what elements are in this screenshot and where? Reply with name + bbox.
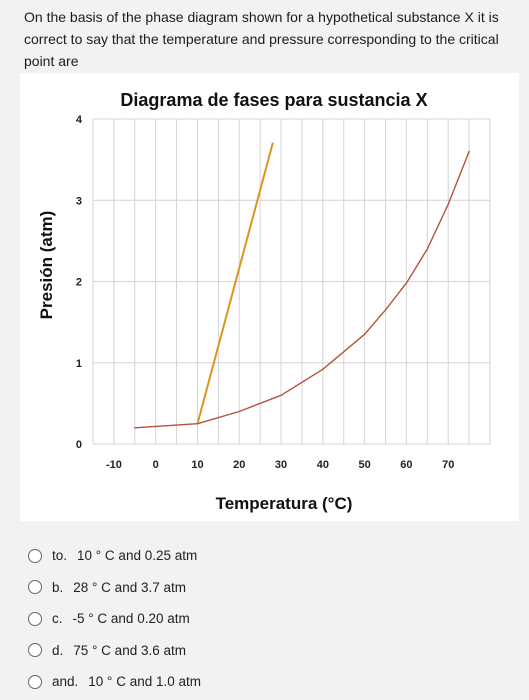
question-text: On the basis of the phase diagram shown … [24,9,499,69]
x-axis-label: Temperatura (°C) [216,494,353,513]
x-tick-label: 40 [317,459,329,471]
option-text: 10 ° C and 0.25 atm [77,548,198,564]
option-e[interactable]: and. 10 ° C and 1.0 atm [28,666,508,698]
radio-button[interactable] [28,580,42,595]
option-a[interactable]: to. 10 ° C and 0.25 atm [28,540,508,572]
y-tick-label: 3 [76,195,82,207]
x-tick-label: 70 [442,459,454,471]
x-tick-label: 60 [400,459,412,471]
y-tick-label: 0 [76,439,82,451]
y-tick-label: 4 [76,114,83,126]
option-letter: b. [52,579,64,595]
option-text: 75 ° C and 3.6 atm [73,642,186,658]
x-tick-label: 0 [153,459,159,471]
y-tick-label: 1 [76,358,82,370]
option-text: 10 ° C and 1.0 atm [88,674,201,690]
option-c[interactable]: c. -5 ° C and 0.20 atm [28,603,508,635]
y-tick-label: 2 [76,277,82,289]
answer-options: to. 10 ° C and 0.25 atm b. 28 ° C and 3.… [28,540,508,698]
x-tick-label: 10 [191,459,203,471]
x-tick-label: 20 [233,459,245,471]
option-letter: to. [52,548,68,564]
chart-svg: Diagrama de fases para sustancia X-10 0 10… [37,90,491,513]
chart-title: Diagrama de fases para sustancia X [120,90,427,110]
option-b[interactable]: b. 28 ° C and 3.7 atm [28,572,508,604]
option-letter: c. [52,611,63,627]
solid-liquid-line [196,142,274,425]
vaporization-curve [134,150,470,429]
phase-diagram-chart: Diagrama de fases para sustancia X -10 0 10… [20,73,519,521]
radio-button[interactable] [28,674,42,689]
radio-button[interactable] [28,548,42,563]
y-axis-label: Presión (atm) [37,211,56,320]
radio-button[interactable] [28,611,42,626]
option-d[interactable]: d. 75 ° C and 3.6 atm [28,635,508,667]
x-tick-label: 30 [275,459,287,471]
option-letter: d. [52,642,64,658]
option-letter: and. [52,674,79,690]
option-text: 28 ° C and 3.7 atm [73,579,186,595]
option-text: -5 ° C and 0.20 atm [72,611,190,627]
x-tick-label: 50 [359,459,371,471]
radio-button[interactable] [28,643,42,658]
x-tick-label: -10 [106,459,122,471]
